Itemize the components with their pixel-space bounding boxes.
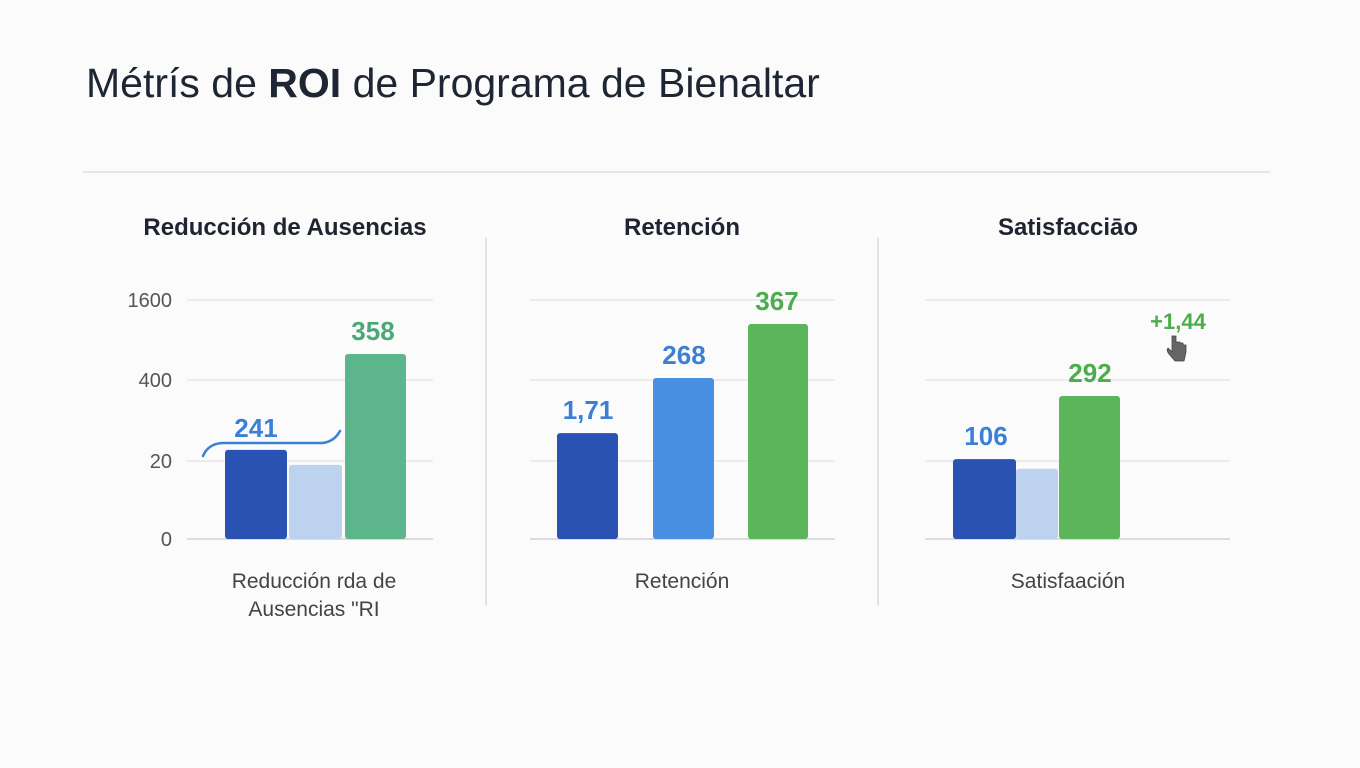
bar xyxy=(653,378,714,539)
panel-title: Satisfacciāo xyxy=(998,214,1138,241)
y-tick-label: 400 xyxy=(139,370,172,392)
callout-label: +1,44 xyxy=(1150,309,1206,334)
x-axis-label: Reducción rda de xyxy=(232,570,397,593)
data-label: 358 xyxy=(351,316,394,346)
data-label: 241 xyxy=(234,413,277,443)
x-axis-label: Satisfaación xyxy=(1011,570,1125,593)
bar xyxy=(748,324,808,539)
bar xyxy=(225,449,287,539)
panel-title: Retención xyxy=(624,214,740,241)
bar xyxy=(345,354,406,539)
y-tick-label: 20 xyxy=(150,451,172,473)
title-bold: ROI xyxy=(268,60,342,106)
title-text: Métrís de xyxy=(86,60,269,106)
data-label: 292 xyxy=(1068,358,1111,388)
y-tick-label: 1600 xyxy=(128,290,173,312)
page-title: Métrís de ROI de Programa de Bienaltar xyxy=(86,60,820,107)
bar xyxy=(289,464,342,539)
title-text: de Programa de Bienaltar xyxy=(341,60,820,106)
x-axis-label: Ausencias "RI xyxy=(248,598,379,621)
bracket-annotation xyxy=(201,429,342,458)
y-tick-label: 0 xyxy=(161,529,172,551)
bar xyxy=(1016,468,1058,539)
panel-title: Reducción de Ausencias xyxy=(143,214,426,241)
data-label: 268 xyxy=(662,340,705,370)
bar xyxy=(953,459,1016,539)
bar xyxy=(557,433,618,539)
x-axis-label: Retención xyxy=(635,570,730,593)
hand-pointer-icon xyxy=(1166,335,1187,362)
bar xyxy=(1059,395,1120,539)
data-label: 106 xyxy=(964,421,1007,451)
data-label: 1,71 xyxy=(563,395,614,425)
data-label: 367 xyxy=(755,286,798,316)
